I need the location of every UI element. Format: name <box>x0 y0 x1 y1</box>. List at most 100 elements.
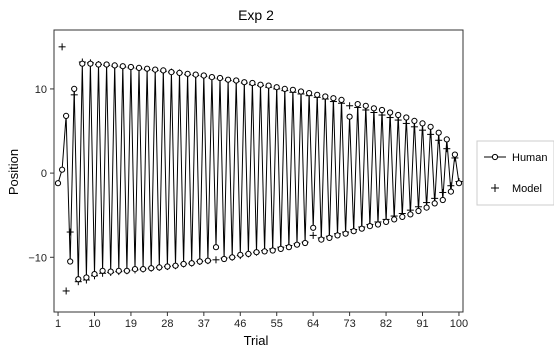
model-point <box>435 136 443 144</box>
chart-title: Exp 2 <box>238 7 274 23</box>
model-point <box>439 188 447 196</box>
human-point <box>318 236 325 243</box>
legend-model-label: Model <box>512 183 542 195</box>
human-point <box>148 265 155 272</box>
human-point <box>350 228 357 235</box>
human-point <box>83 274 90 281</box>
human-series-line <box>57 63 460 280</box>
human-point <box>293 241 301 248</box>
human-point <box>277 245 284 252</box>
series-layer <box>54 43 463 295</box>
y-tick-label: −10 <box>28 252 47 264</box>
human-point <box>431 200 438 207</box>
x-tick-label: 55 <box>271 318 283 330</box>
y-axis-label: Position <box>6 149 21 195</box>
legend-model-marker <box>491 184 499 192</box>
human-point <box>249 79 256 87</box>
human-point <box>370 105 377 112</box>
model-point <box>309 231 317 239</box>
human-point <box>407 211 414 218</box>
legend-box <box>476 140 554 206</box>
human-point <box>67 258 74 265</box>
human-point <box>261 248 268 255</box>
human-point <box>188 260 195 267</box>
model-point <box>66 228 74 236</box>
y-tick-label: 0 <box>41 168 47 180</box>
x-tick-label: 46 <box>234 318 246 330</box>
human-point <box>310 224 317 231</box>
human-point <box>427 123 434 130</box>
human-point <box>253 249 260 256</box>
human-point <box>374 221 382 228</box>
human-point <box>123 267 131 274</box>
model-point <box>62 287 70 295</box>
human-point <box>160 67 167 74</box>
human-point <box>204 257 211 264</box>
human-point <box>346 113 353 120</box>
y-tick-label: 10 <box>35 84 47 96</box>
human-point <box>362 102 369 109</box>
model-point <box>419 126 427 134</box>
human-point <box>63 112 70 120</box>
human-point <box>269 247 276 254</box>
human-point <box>71 85 78 93</box>
human-point <box>107 268 114 275</box>
human-point <box>79 60 86 67</box>
human-point <box>378 106 386 114</box>
x-tick-label: 100 <box>450 318 468 330</box>
x-tick-label: 64 <box>307 318 319 330</box>
human-point <box>111 62 118 69</box>
human-point <box>144 65 151 72</box>
legend: Human Model <box>476 140 554 206</box>
model-point <box>447 182 455 190</box>
x-tick-label: 73 <box>343 318 355 330</box>
human-point <box>289 86 296 93</box>
human-point <box>168 69 175 76</box>
human-point <box>245 250 252 257</box>
human-point <box>411 117 418 125</box>
human-point <box>322 93 329 100</box>
human-point <box>196 258 203 265</box>
human-point <box>395 111 402 119</box>
human-point <box>419 120 426 127</box>
model-point <box>427 130 435 138</box>
human-point <box>354 101 361 108</box>
human-point <box>435 129 442 136</box>
human-point <box>99 267 106 274</box>
human-point <box>127 63 134 71</box>
human-point <box>387 109 394 116</box>
human-point <box>119 63 126 70</box>
human-point <box>415 207 422 215</box>
human-point <box>423 204 430 211</box>
human-point <box>152 66 159 73</box>
human-point <box>326 234 333 241</box>
model-point <box>410 123 418 131</box>
x-tick-label: 19 <box>125 318 137 330</box>
x-tick-label: 37 <box>198 318 210 330</box>
human-point <box>334 232 341 239</box>
human-point <box>366 223 373 230</box>
human-point <box>216 74 224 82</box>
human-point <box>180 260 187 268</box>
plot-area <box>53 29 464 313</box>
x-tick-label: 28 <box>161 318 173 330</box>
human-point <box>297 88 305 95</box>
human-point <box>229 254 236 261</box>
human-point <box>330 95 337 102</box>
model-point <box>346 102 354 110</box>
human-point <box>59 166 66 173</box>
human-point <box>257 81 264 88</box>
human-point <box>140 266 147 273</box>
human-point <box>273 84 280 91</box>
human-point <box>451 151 458 158</box>
legend-human-label: Human <box>512 152 547 164</box>
human-point <box>439 196 446 204</box>
human-point <box>455 180 463 187</box>
model-point <box>443 145 451 153</box>
human-point <box>447 188 454 195</box>
human-point <box>192 71 199 78</box>
human-point <box>200 72 207 79</box>
human-point <box>302 239 309 247</box>
human-point <box>54 180 62 187</box>
